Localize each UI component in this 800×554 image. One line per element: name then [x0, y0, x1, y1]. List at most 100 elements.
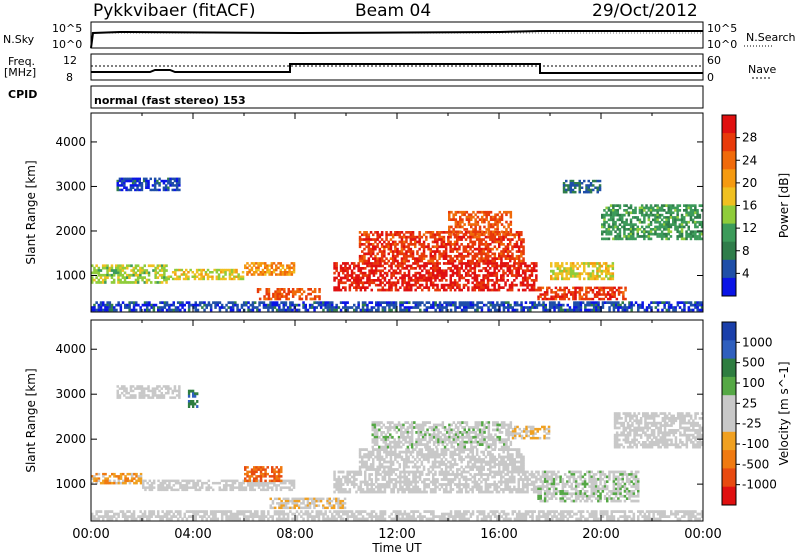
- data-cell: [311, 290, 315, 294]
- data-cell: [574, 182, 577, 185]
- data-cell: [402, 243, 406, 246]
- data-cell: [502, 276, 505, 280]
- data-cell: [694, 216, 697, 219]
- data-cell: [421, 269, 424, 273]
- data-cell: [470, 223, 473, 226]
- data-cell: [353, 271, 356, 275]
- data-cell: [143, 269, 146, 272]
- data-cell: [640, 204, 644, 207]
- data-cell: [416, 279, 420, 282]
- data-cell: [434, 488, 437, 491]
- data-cell: [407, 490, 411, 494]
- data-cell: [557, 303, 561, 307]
- data-cell: [532, 483, 536, 486]
- data-cell: [498, 215, 502, 219]
- data-cell: [604, 286, 608, 290]
- data-cell: [469, 267, 472, 270]
- data-cell: [401, 475, 404, 479]
- data-cell: [363, 233, 366, 237]
- data-cell: [372, 238, 375, 241]
- data-cell: [407, 269, 411, 273]
- data-cell: [256, 308, 259, 312]
- data-cell: [290, 273, 294, 276]
- data-region: [116, 177, 181, 192]
- data-cell: [460, 243, 463, 246]
- data-cell: [680, 218, 684, 222]
- data-cell: [473, 257, 477, 260]
- data-cell: [483, 213, 486, 217]
- data-cell: [442, 243, 446, 246]
- data-cell: [473, 480, 477, 484]
- data-cell: [133, 477, 136, 480]
- data-cell: [621, 213, 624, 217]
- data-cell: [497, 288, 501, 292]
- data-cell: [535, 490, 538, 494]
- data-cell: [614, 301, 618, 304]
- data-cell: [130, 479, 134, 483]
- data-cell: [612, 225, 615, 229]
- data-cell: [550, 288, 553, 292]
- data-cell: [135, 481, 138, 485]
- data-cell: [353, 286, 356, 289]
- data-cell: [233, 481, 237, 485]
- data-cell: [496, 228, 499, 231]
- data-cell: [589, 190, 593, 194]
- data-cell: [665, 220, 668, 224]
- data-cell: [577, 303, 580, 307]
- data-cell: [663, 220, 666, 224]
- data-cell: [615, 297, 619, 301]
- data-cell: [348, 473, 352, 476]
- data-cell: [401, 480, 404, 484]
- data-cell: [120, 184, 124, 187]
- data-cell: [394, 303, 398, 307]
- data-cell: [138, 177, 141, 181]
- data-cell: [317, 303, 321, 307]
- data-cell: [472, 215, 475, 219]
- data-cell: [203, 303, 206, 307]
- data-cell: [319, 497, 323, 501]
- data-cell: [142, 177, 146, 181]
- data-cell: [476, 215, 480, 219]
- data-cell: [576, 262, 579, 265]
- data-cell: [676, 235, 679, 238]
- data-cell: [458, 286, 461, 289]
- data-cell: [656, 228, 659, 231]
- data-cell: [317, 497, 321, 501]
- data-cell: [471, 262, 474, 265]
- data-cell: [594, 186, 597, 189]
- data-cell: [385, 483, 389, 486]
- data-cell: [685, 206, 688, 210]
- data-cell: [418, 259, 421, 263]
- data-cell: [467, 245, 470, 249]
- data-cell: [464, 485, 468, 489]
- data-cell: [484, 480, 488, 484]
- data-cell: [698, 303, 702, 307]
- data-cell: [150, 486, 154, 489]
- data-cell: [444, 465, 448, 469]
- data-cell: [183, 486, 186, 489]
- data-cell: [411, 448, 415, 451]
- data-cell: [532, 281, 536, 285]
- data-cell: [131, 182, 135, 185]
- data-cell: [390, 262, 393, 265]
- data-cell: [154, 276, 157, 279]
- data-cell: [517, 288, 520, 292]
- data-cell: [328, 301, 332, 304]
- data-cell: [381, 288, 384, 292]
- data-cell: [402, 463, 406, 466]
- data-cell: [434, 480, 437, 484]
- data-cell: [491, 264, 494, 268]
- data-cell: [557, 308, 561, 312]
- data-cell: [517, 231, 521, 234]
- data-cell: [558, 272, 562, 276]
- data-cell: [95, 269, 98, 272]
- data-cell: [249, 308, 252, 312]
- data-cell: [434, 274, 437, 277]
- data-cell: [515, 276, 518, 280]
- data-cell: [140, 184, 144, 187]
- data-cell: [654, 213, 657, 217]
- data-cell: [552, 277, 555, 281]
- data-cell: [387, 240, 390, 244]
- data-cell: [498, 220, 502, 224]
- data-cell: [106, 276, 109, 279]
